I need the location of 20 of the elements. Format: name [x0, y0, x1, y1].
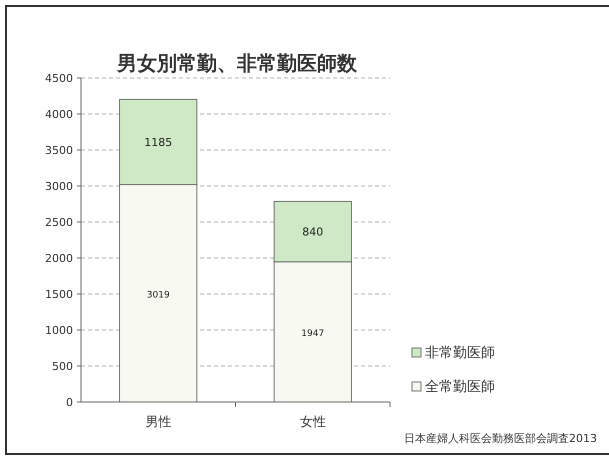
y-tick-label: 4500: [45, 72, 73, 85]
data-label: 840: [302, 226, 324, 239]
legend-label: 全常勤医師: [425, 379, 495, 395]
y-tick-label: 0: [66, 396, 73, 409]
y-tick-label: 1000: [45, 324, 73, 337]
data-label: 1947: [301, 328, 324, 339]
x-tick-label: 男性: [145, 415, 172, 430]
text: 日本産婦人科医会勤務医部会調査2013: [404, 432, 597, 445]
data-label: 1185: [144, 136, 172, 149]
legend-label: 非常勤医師: [425, 345, 495, 361]
y-tick-label: 2000: [45, 252, 73, 265]
y-tick-label: 500: [52, 360, 73, 373]
chart-title: 男女別常勤、非常勤医師数: [116, 51, 358, 75]
y-tick-label: 3500: [45, 144, 73, 157]
y-tick-label: 2500: [45, 216, 73, 229]
data-label: 3019: [146, 290, 170, 300]
x-tick-label: 女性: [300, 415, 326, 430]
y-tick-label: 3000: [45, 180, 73, 193]
y-tick-label: 4000: [45, 108, 73, 121]
y-tick-label: 1500: [45, 288, 73, 301]
